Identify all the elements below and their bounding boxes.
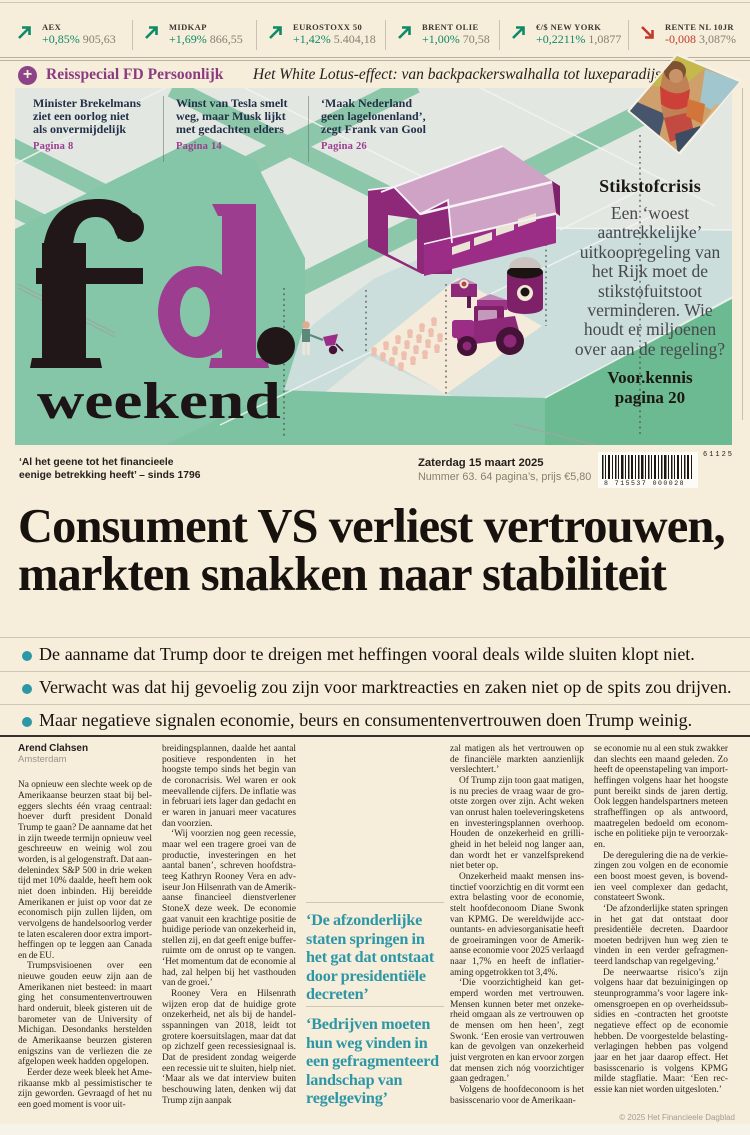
svg-text:weekend: weekend xyxy=(37,371,281,429)
svg-text:8 715537 000028: 8 715537 000028 xyxy=(604,480,685,487)
